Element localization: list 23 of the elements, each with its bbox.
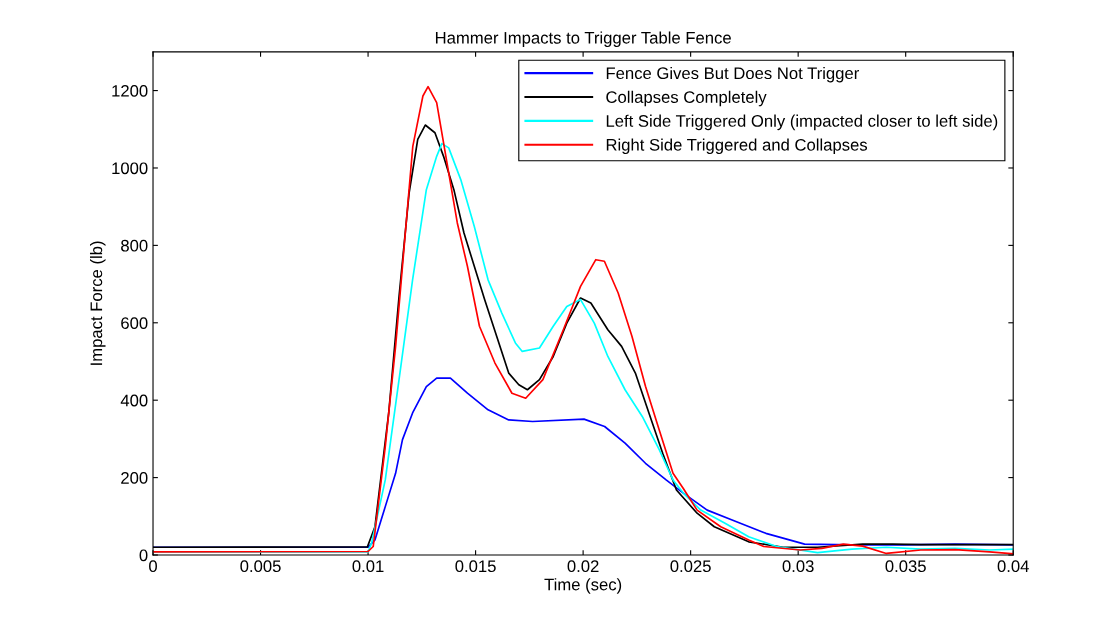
y-tick-label: 0: [139, 549, 148, 562]
x-axis-title: Time (sec): [544, 578, 622, 594]
legend-label: Right Side Triggered and Collapses: [606, 138, 868, 155]
legend-label: Collapses Completely: [606, 90, 767, 107]
x-tick-label: 0.01: [352, 560, 384, 573]
legend-label: Left Side Triggered Only (impacted closer to left side): [606, 114, 998, 131]
y-tick-label: 800: [121, 239, 148, 252]
y-tick-label: 1000: [112, 162, 148, 175]
chart-title: Hammer Impacts to Trigger Table Fence: [435, 31, 731, 47]
y-tick-label: 200: [121, 472, 148, 484]
x-tick-label: 0.025: [670, 560, 711, 573]
x-tick-label: 0.005: [240, 560, 281, 573]
x-tick-label: 0.03: [782, 560, 814, 573]
y-tick-label: 400: [120, 394, 148, 407]
x-tick-label: 0.035: [885, 560, 926, 573]
y-tick-label: 600: [121, 317, 148, 329]
y-axis-title: Impact Force (lb): [89, 241, 106, 365]
y-tick-label: 1200: [112, 84, 148, 97]
x-tick-label: 0: [149, 560, 157, 573]
legend-label: Fence Gives But Does Not Trigger: [606, 66, 859, 83]
x-tick-label: 0.02: [567, 560, 599, 573]
x-tick-label: 0.04: [997, 560, 1029, 573]
x-tick-label: 0.015: [455, 560, 496, 573]
